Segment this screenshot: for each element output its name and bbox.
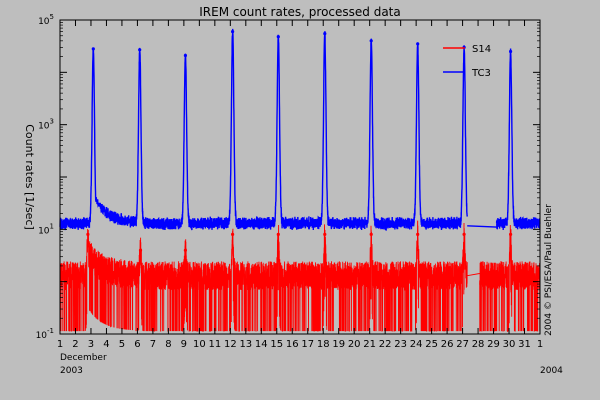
x-tick-label: 27 xyxy=(456,339,469,350)
x-tick-label: 15 xyxy=(270,339,283,350)
x-tick-label: 19 xyxy=(332,339,345,350)
x-tick-label: 28 xyxy=(472,339,485,350)
y-tick-label: 10-1 xyxy=(36,327,54,341)
x-tick-label: 2 xyxy=(72,339,78,350)
series-line-s14 xyxy=(59,220,541,333)
x-tick-label: 4 xyxy=(103,339,109,350)
chart-axes: 1 2 3 4 5 6 7 8 9 10 11 12 13 14 15 16 17 18 19 20 21 22 23 24 2… xyxy=(36,13,544,350)
series-s14 xyxy=(59,220,541,333)
peak-point xyxy=(183,248,187,252)
peak-point xyxy=(91,47,95,51)
series-line-tc3 xyxy=(59,28,541,232)
x-tick-label: 22 xyxy=(379,339,392,350)
x-tick-label: 11 xyxy=(208,339,221,350)
peak-point xyxy=(323,31,327,36)
x-year-end: 2004 xyxy=(540,366,563,376)
chart-marks xyxy=(59,28,541,333)
x-tick-label: 6 xyxy=(134,339,140,350)
x-year-start: 2003 xyxy=(60,366,83,376)
x-tick-label: 18 xyxy=(317,339,330,350)
peak-point xyxy=(86,232,90,236)
x-tick-label: 23 xyxy=(394,339,407,350)
x-tick-label: 29 xyxy=(487,339,500,350)
x-month-label: December xyxy=(60,353,107,363)
x-tick-label: 12 xyxy=(224,339,237,350)
peak-point xyxy=(416,232,420,236)
x-tick-label: 14 xyxy=(255,339,268,350)
x-tick-label: 8 xyxy=(165,339,171,350)
peak-point xyxy=(509,49,513,54)
peak-point xyxy=(369,232,373,236)
peak-point xyxy=(183,53,187,58)
peak-point xyxy=(276,232,280,236)
credit-text: 2004 © PSI/ESA/Paul Buehler xyxy=(544,204,554,336)
x-tick-label: 25 xyxy=(425,339,438,350)
y-tick-label: 103 xyxy=(38,118,54,132)
peak-point xyxy=(369,39,373,43)
chart-title: IREM count rates, processed data xyxy=(199,5,401,19)
x-tick-label: 1 xyxy=(537,339,543,350)
series-tc3 xyxy=(59,28,541,232)
x-tick-label: 17 xyxy=(301,339,314,350)
y-tick-label: 101 xyxy=(38,222,54,236)
peak-point xyxy=(138,48,142,52)
y-tick-label: 105 xyxy=(38,13,54,27)
x-tick-label: 21 xyxy=(363,339,376,350)
peak-point xyxy=(231,30,235,34)
x-tick-label: 7 xyxy=(150,339,156,350)
x-tick-label: 13 xyxy=(239,339,252,350)
y-axis-label: Count rates [1/sec] xyxy=(23,124,36,230)
peak-point xyxy=(416,42,420,46)
x-tick-label: 16 xyxy=(286,339,299,350)
x-tick-label: 31 xyxy=(518,339,531,350)
peak-point xyxy=(323,232,327,236)
x-tick-label: 3 xyxy=(88,339,94,350)
x-tick-label: 1 xyxy=(57,339,63,350)
x-tick-label: 9 xyxy=(181,339,187,350)
chart-legend: S14 TC3 xyxy=(443,44,491,79)
x-tick-label: 24 xyxy=(410,339,423,350)
x-tick-label: 5 xyxy=(119,339,125,350)
x-tick-label: 26 xyxy=(441,339,454,350)
legend-label-tc3: TC3 xyxy=(471,68,491,79)
legend-label-s14: S14 xyxy=(472,44,491,55)
peak-point xyxy=(138,248,143,252)
x-tick-label: 20 xyxy=(348,339,361,350)
peak-point xyxy=(231,232,235,236)
peak-point xyxy=(276,35,280,39)
peak-point xyxy=(509,232,513,236)
x-tick-label: 30 xyxy=(503,339,516,350)
x-tick-label: 10 xyxy=(193,339,206,350)
peak-point xyxy=(462,232,466,236)
